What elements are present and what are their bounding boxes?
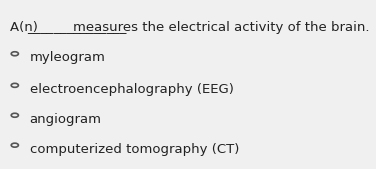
Text: A(n): A(n) [10,21,42,34]
Text: measures the electrical activity of the brain.: measures the electrical activity of the … [73,21,370,34]
Text: myleogram: myleogram [30,51,106,64]
Text: _______________: _______________ [27,21,126,34]
Text: electroencephalography (EEG): electroencephalography (EEG) [30,83,233,96]
Text: angiogram: angiogram [30,113,102,126]
Text: computerized tomography (CT): computerized tomography (CT) [30,143,239,156]
